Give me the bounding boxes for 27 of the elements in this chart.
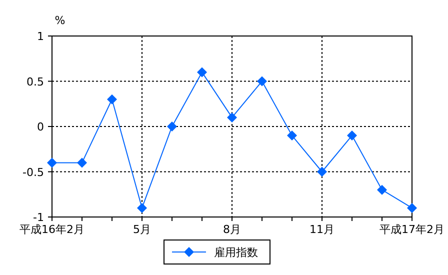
plot: 1 0.5 0 -0.5 -1 平成16年2月 5月 8月 11月 平成17年2月 [20,30,444,236]
point [77,158,87,168]
legend: 雇用指数 [164,240,270,264]
y-tick-label: 0 [37,120,44,134]
point [257,76,267,86]
point [407,202,417,213]
point [317,166,327,177]
point [377,184,387,195]
y-tick-label: 1 [37,30,44,43]
y-axis-title: % [54,14,66,27]
point [287,130,297,141]
point [347,130,357,141]
point [137,202,147,213]
y-tick-label: -0.5 [22,166,44,179]
x-tick-label: 8月 [223,223,241,236]
x-tick-label: 5月 [133,223,151,236]
point [47,158,57,168]
x-tick-label: 11月 [310,223,334,236]
x-tick-label: 平成16年2月 [20,223,84,236]
x-tick-label: 平成17年2月 [380,223,444,236]
legend-label: 雇用指数 [214,246,258,259]
point [227,112,237,122]
y-tick-label: 0.5 [26,75,44,88]
point [197,67,207,78]
y-tick-label: -1 [33,211,44,224]
point [107,94,117,104]
point [167,122,177,132]
